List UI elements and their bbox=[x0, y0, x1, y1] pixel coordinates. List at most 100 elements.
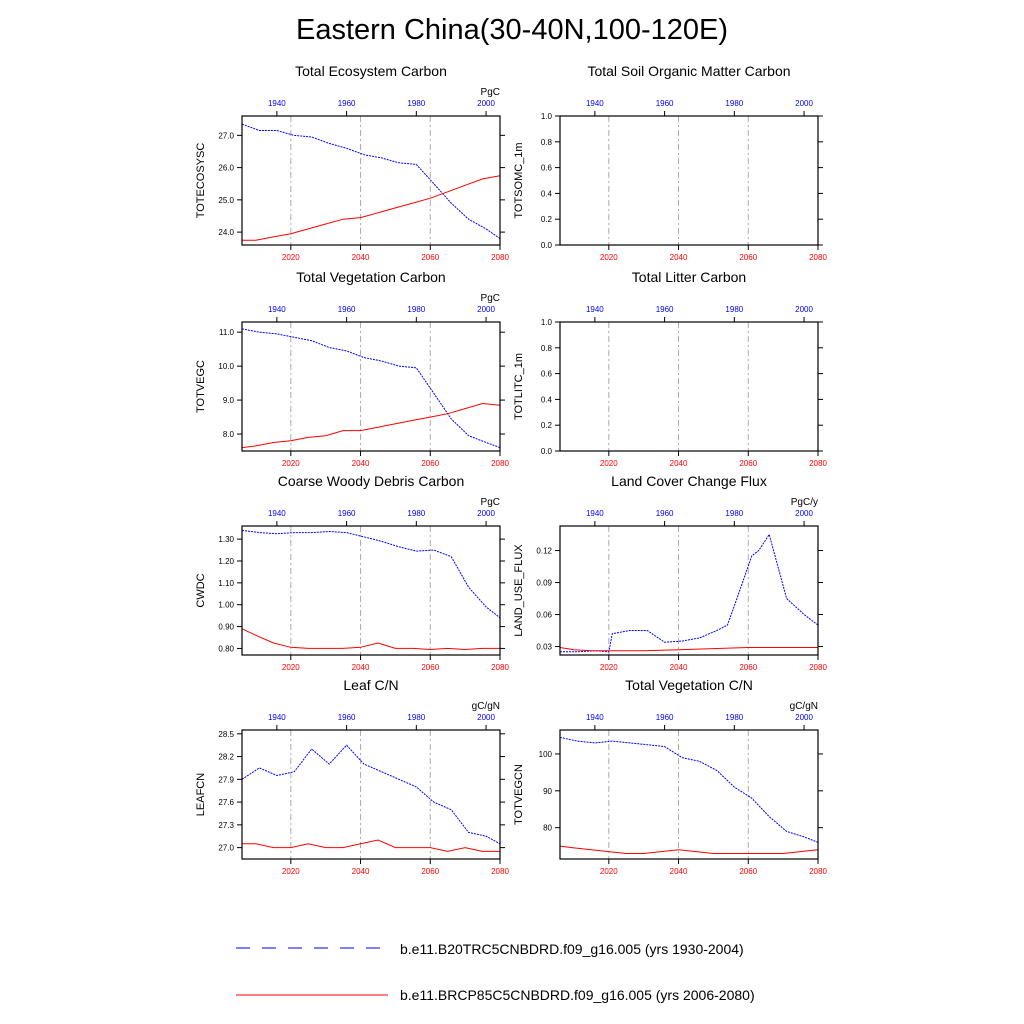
x-tick-label-top: 1940 bbox=[586, 305, 604, 314]
y-tick-label: 11.0 bbox=[219, 328, 235, 337]
x-tick-label-top: 1980 bbox=[407, 305, 425, 314]
x-tick-label-top: 1980 bbox=[407, 713, 425, 722]
chart-panel-8: Total Vegetation C/N gC/gN TOTVEGCN 80 90 100… bbox=[513, 677, 827, 876]
x-tick-label-bottom: 2060 bbox=[739, 867, 757, 876]
x-tick-label-top: 1940 bbox=[586, 713, 604, 722]
panel-title: Total Vegetation Carbon bbox=[296, 269, 445, 285]
x-tick-label-bottom: 2060 bbox=[739, 459, 757, 468]
plot-frame bbox=[241, 729, 501, 860]
x-tick-label-bottom: 2060 bbox=[421, 663, 439, 672]
units-label: PgC bbox=[481, 497, 500, 508]
x-tick-label-bottom: 2080 bbox=[491, 253, 509, 262]
panel-title: Total Ecosystem Carbon bbox=[295, 63, 447, 79]
plot-frame bbox=[559, 115, 819, 246]
units-label: gC/gN bbox=[472, 701, 500, 712]
series-line-future bbox=[242, 839, 500, 852]
panel-title: Coarse Woody Debris Carbon bbox=[278, 473, 465, 489]
x-tick-label-top: 2000 bbox=[795, 99, 813, 108]
y-tick-label: 10.0 bbox=[218, 362, 234, 371]
x-tick-label-bottom: 2040 bbox=[670, 459, 688, 468]
plot-frame bbox=[559, 525, 819, 656]
x-tick-label-bottom: 2020 bbox=[282, 867, 300, 876]
x-tick-label-top: 1940 bbox=[586, 99, 604, 108]
units-label: gC/gN bbox=[790, 701, 818, 712]
y-tick-label: 9.0 bbox=[223, 396, 235, 405]
y-tick-label: 0.4 bbox=[541, 189, 553, 198]
y-tick-label: 28.2 bbox=[218, 753, 234, 762]
x-tick-label-top: 2000 bbox=[477, 713, 495, 722]
series-line-historical bbox=[559, 736, 819, 843]
x-tick-label-top: 1980 bbox=[407, 509, 425, 518]
y-tick-label: 0.06 bbox=[536, 610, 552, 619]
x-tick-label-top: 1980 bbox=[725, 99, 743, 108]
x-tick-label-bottom: 2080 bbox=[809, 663, 827, 672]
plot-frame bbox=[559, 321, 819, 452]
panel-title: Total Litter Carbon bbox=[632, 269, 746, 285]
y-tick-label: 0.6 bbox=[541, 370, 553, 379]
y-tick-label: 90 bbox=[543, 787, 552, 796]
x-tick-label-top: 1980 bbox=[407, 99, 425, 108]
series-line-future bbox=[559, 647, 818, 652]
x-tick-label-bottom: 2080 bbox=[809, 459, 827, 468]
y-tick-label: 0.8 bbox=[541, 344, 553, 353]
x-tick-label-top: 2000 bbox=[477, 99, 495, 108]
chart-panel-7: Leaf C/N gC/gN LEAFCN 27.0 27.3 27.6 27.9 28.2 2… bbox=[195, 677, 509, 876]
figure-title: Eastern China(30-40N,100-120E) bbox=[295, 14, 729, 46]
chart-panel-5: Coarse Woody Debris Carbon PgC CWDC 0.80 0.9… bbox=[195, 473, 509, 672]
x-tick-label-bottom: 2020 bbox=[600, 867, 618, 876]
x-tick-label-bottom: 2040 bbox=[352, 459, 370, 468]
x-tick-label-bottom: 2040 bbox=[352, 663, 370, 672]
x-tick-label-bottom: 2080 bbox=[809, 867, 827, 876]
y-tick-label: 26.0 bbox=[218, 164, 234, 173]
y-tick-label: 0.0 bbox=[541, 447, 553, 456]
y-tick-label: 0.8 bbox=[541, 138, 553, 147]
series-line-future bbox=[241, 628, 500, 651]
y-axis-label: TOTVEGC bbox=[195, 360, 207, 413]
y-axis-label: LEAFCN bbox=[195, 773, 207, 816]
y-tick-label: 0.90 bbox=[218, 623, 234, 632]
x-tick-label-bottom: 2080 bbox=[491, 459, 509, 468]
y-tick-label: 24.0 bbox=[218, 228, 234, 237]
x-tick-label-top: 1960 bbox=[656, 509, 674, 518]
series-line-historical bbox=[241, 529, 501, 619]
x-tick-label-bottom: 2020 bbox=[600, 253, 618, 262]
series-line-historical bbox=[241, 328, 501, 449]
x-tick-label-bottom: 2060 bbox=[421, 867, 439, 876]
plot-frame bbox=[241, 525, 501, 656]
x-tick-label-top: 1940 bbox=[586, 509, 604, 518]
chart-panel-6: Land Cover Change Flux PgC/y LAND_USE_FLUX… bbox=[513, 473, 827, 672]
x-tick-label-bottom: 2060 bbox=[739, 663, 757, 672]
panel-title: Total Soil Organic Matter Carbon bbox=[587, 63, 790, 79]
units-label: PgC bbox=[481, 293, 500, 304]
series-line-historical bbox=[241, 123, 501, 240]
y-tick-label: 0.6 bbox=[541, 164, 553, 173]
y-tick-label: 0.2 bbox=[541, 421, 553, 430]
plot-frame bbox=[241, 115, 501, 246]
y-tick-label: 0.2 bbox=[541, 215, 553, 224]
y-tick-label: 0.80 bbox=[218, 644, 234, 653]
y-tick-label: 1.0 bbox=[541, 112, 553, 121]
x-tick-label-bottom: 2020 bbox=[282, 253, 300, 262]
x-tick-label-top: 1980 bbox=[725, 305, 743, 314]
panel-title: Leaf C/N bbox=[343, 677, 398, 693]
y-tick-label: 1.20 bbox=[218, 557, 234, 566]
x-tick-label-bottom: 2080 bbox=[491, 663, 509, 672]
chart-panel-3: Total Vegetation Carbon PgC TOTVEGC 8.0 9.0 1… bbox=[195, 269, 509, 468]
x-tick-label-bottom: 2060 bbox=[421, 253, 439, 262]
series-line-historical bbox=[560, 533, 819, 653]
plot-frame bbox=[559, 729, 819, 860]
x-tick-label-top: 1960 bbox=[338, 713, 356, 722]
y-tick-label: 0.09 bbox=[536, 579, 552, 588]
x-tick-label-top: 1960 bbox=[338, 509, 356, 518]
x-tick-label-bottom: 2040 bbox=[670, 663, 688, 672]
series-line-future bbox=[242, 175, 501, 241]
y-axis-label: TOTSOMC_1m bbox=[513, 142, 525, 218]
legend bbox=[236, 947, 388, 996]
x-tick-label-top: 2000 bbox=[795, 509, 813, 518]
x-tick-label-top: 1940 bbox=[268, 99, 286, 108]
x-tick-label-bottom: 2020 bbox=[282, 459, 300, 468]
y-tick-label: 27.3 bbox=[218, 821, 234, 830]
x-tick-label-bottom: 2040 bbox=[352, 253, 370, 262]
x-tick-label-top: 2000 bbox=[795, 305, 813, 314]
y-tick-label: 100 bbox=[539, 750, 553, 759]
